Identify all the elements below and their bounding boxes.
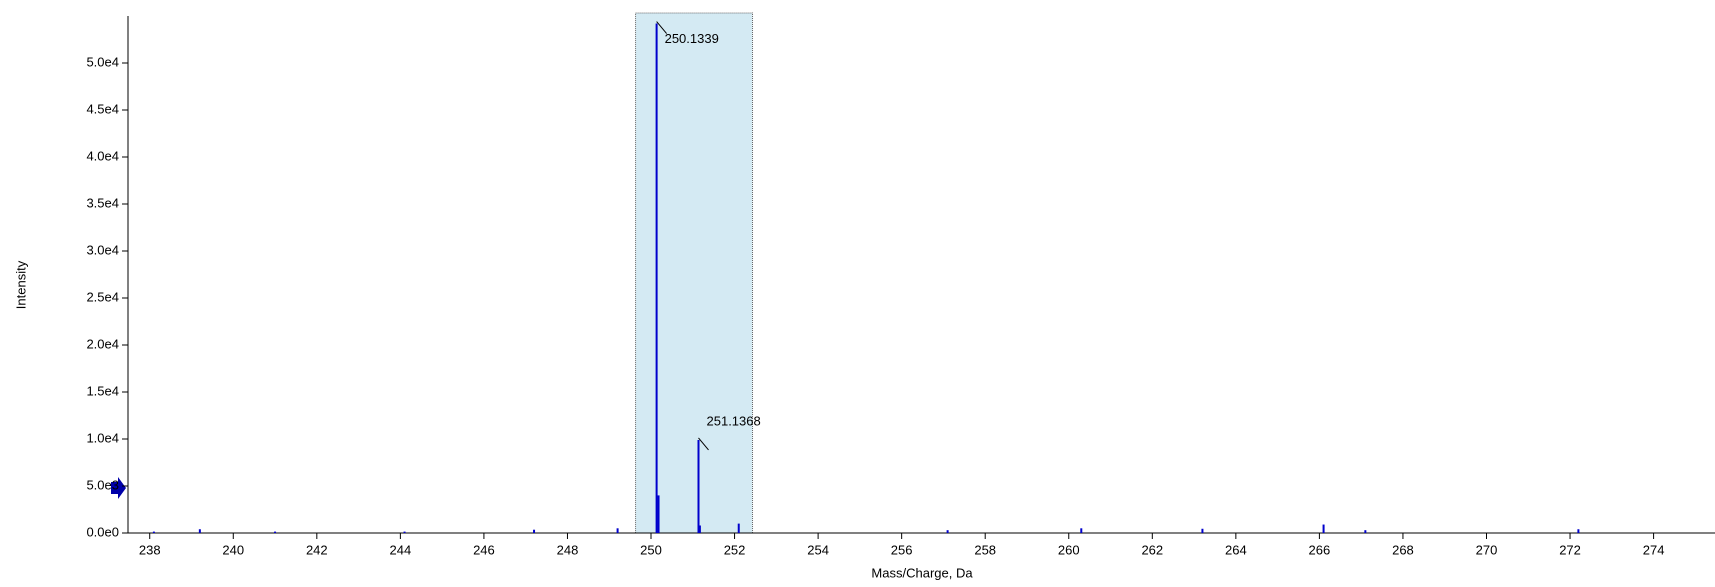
x-tick-label: 266 [1309,542,1331,557]
y-tick-label: 1.5e4 [86,383,119,398]
y-tick-label: 0.0e0 [86,524,119,539]
y-tick-label: 4.0e4 [86,148,119,163]
annotation-leader [698,437,709,451]
y-tick-label: 1.0e4 [86,430,119,445]
peak-annotation: 250.1339 [665,31,719,46]
x-tick-label: 274 [1643,542,1665,557]
x-tick-label: 248 [557,542,579,557]
x-tick-label: 270 [1476,542,1498,557]
x-tick-label: 252 [724,542,746,557]
x-tick-label: 272 [1559,542,1581,557]
y-tick-label: 3.5e4 [86,195,119,210]
x-tick-label: 250 [640,542,662,557]
y-tick-label: 3.0e4 [86,242,119,257]
x-tick-label: 264 [1225,542,1247,557]
x-tick-label: 238 [139,542,161,557]
annotation-leader [656,21,667,34]
y-tick-label: 5.0e3 [86,477,119,492]
x-tick-label: 258 [974,542,996,557]
peak-annotation: 251.1368 [707,413,761,428]
highlight-region [635,12,754,534]
y-tick-label: 2.0e4 [86,336,119,351]
y-tick-label: 4.5e4 [86,101,119,116]
y-axis-label: Intensity [13,260,28,309]
x-tick-label: 254 [807,542,829,557]
x-tick-label: 268 [1392,542,1414,557]
x-tick-label: 256 [891,542,913,557]
x-tick-label: 246 [473,542,495,557]
y-tick-label: 5.0e4 [86,54,119,69]
x-tick-label: 260 [1058,542,1080,557]
x-tick-label: 244 [390,542,412,557]
x-tick-label: 240 [222,542,244,557]
x-tick-label: 262 [1141,542,1163,557]
y-tick-label: 2.5e4 [86,289,119,304]
threshold-arrow [111,477,126,499]
x-tick-label: 242 [306,542,328,557]
x-axis-label: Mass/Charge, Da [871,565,973,580]
